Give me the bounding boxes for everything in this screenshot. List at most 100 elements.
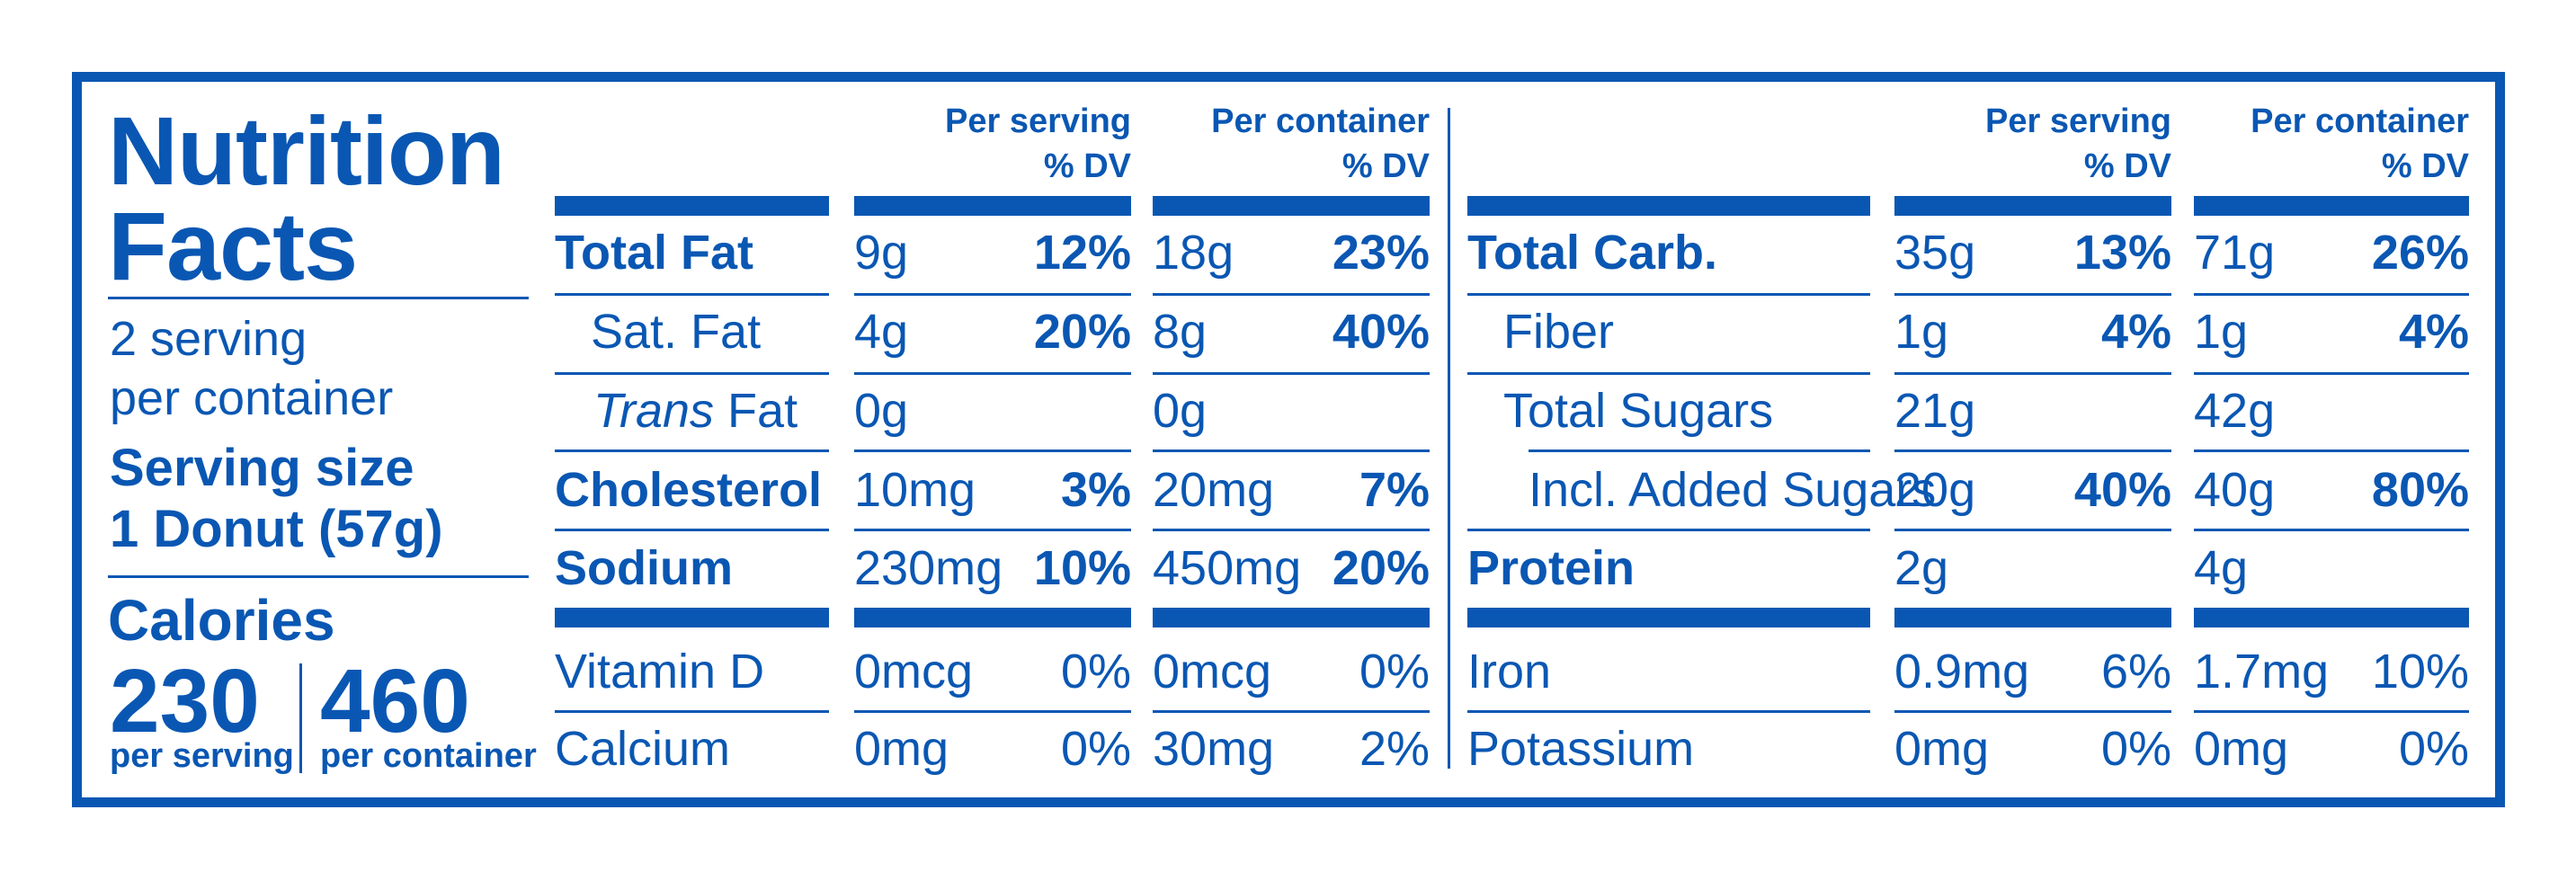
calories-per-serving: 230 (110, 651, 260, 752)
row-rule (1153, 710, 1430, 713)
serving-amount: 0.9mg (1894, 645, 2030, 699)
serving-amount: 0g (854, 384, 909, 438)
serving-amount: 9g (854, 226, 909, 280)
container-amount: 42g (2194, 384, 2276, 438)
row-rule (854, 529, 1131, 531)
mineral-name: Vitamin D (555, 645, 765, 699)
divider (108, 297, 529, 299)
container-dv: 4% (2398, 305, 2469, 359)
container-dv: 23% (1332, 226, 1430, 280)
serving-amount: 0mg (1894, 722, 1990, 776)
container-amount: 450mg (1153, 541, 1302, 595)
thick-rule (1153, 196, 1430, 216)
serving-dv: 20% (1033, 305, 1131, 359)
row-rule (555, 449, 829, 452)
container-amount: 0mcg (1153, 645, 1272, 699)
row-rule (1894, 710, 2171, 713)
container-dv: 20% (1332, 541, 1430, 595)
serving-amount: 1g (1894, 305, 1949, 359)
row-rule (2194, 293, 2469, 296)
container-amount: 1g (2194, 305, 2249, 359)
row-rule (555, 293, 829, 296)
title-line1: Nutrition (108, 96, 505, 205)
serving-dv: 6% (2100, 645, 2171, 699)
serving-amount: 20g (1894, 463, 1976, 517)
row-rule (854, 372, 1131, 375)
container-dv: 10% (2371, 645, 2469, 699)
calories-label: Calories (108, 588, 335, 653)
container-amount: 8g (1153, 305, 1208, 359)
container-amount: 20mg (1153, 463, 1275, 517)
container-amount: 18g (1153, 226, 1235, 280)
serving-dv: 3% (1060, 463, 1131, 517)
container-dv: 80% (2371, 463, 2469, 517)
header-per-serving: Per serving% DV (945, 102, 1131, 185)
row-rule (1153, 449, 1430, 452)
title-line2: Facts (108, 191, 358, 300)
serving-dv: 13% (2073, 226, 2171, 280)
row-rule (2194, 449, 2469, 452)
per-container-caption: per container (320, 737, 537, 775)
row-rule (1529, 449, 1870, 452)
row-rule (1153, 293, 1430, 296)
servings-line1: 2 serving (110, 312, 308, 366)
divider (108, 575, 529, 578)
divider (299, 663, 302, 773)
row-rule (1894, 293, 2171, 296)
row-rule (854, 449, 1131, 452)
mineral-name: Calcium (555, 722, 731, 776)
serving-dv: 40% (2073, 463, 2171, 517)
serving-amount: 2g (1894, 541, 1949, 595)
serving-size-value: 1 Donut (57g) (110, 500, 443, 558)
per-serving-caption: per serving (110, 737, 294, 775)
column-divider (1448, 108, 1450, 769)
nutrient-name: Incl. Added Sugars (1529, 463, 1937, 517)
nutrition-facts-panel (72, 72, 2505, 807)
serving-dv: 10% (1033, 541, 1131, 595)
serving-size-label: Serving size (110, 439, 414, 497)
container-dv: 40% (1332, 305, 1430, 359)
serving-amount: 230mg (854, 541, 1003, 595)
serving-amount: 35g (1894, 226, 1976, 280)
header-per-serving: Per serving% DV (1985, 102, 2171, 185)
serving-dv: 0% (1060, 645, 1131, 699)
thick-rule (1894, 196, 2171, 216)
serving-dv: 0% (2100, 722, 2171, 776)
nutrient-name: Total Sugars (1503, 384, 1774, 438)
row-rule (2194, 710, 2469, 713)
container-dv: 26% (2371, 226, 2469, 280)
row-rule (1894, 529, 2171, 531)
row-rule (1894, 449, 2171, 452)
calories-per-container: 460 (320, 651, 470, 752)
thick-rule (1894, 608, 2171, 627)
nutrient-name: Cholesterol (555, 463, 823, 517)
container-dv: 2% (1359, 722, 1430, 776)
serving-amount: 10mg (854, 463, 976, 517)
container-amount: 71g (2194, 226, 2276, 280)
thick-rule (2194, 608, 2469, 627)
servings-line2: per container (110, 371, 394, 425)
serving-amount: 21g (1894, 384, 1976, 438)
header-per-container: Per container% DV (1211, 102, 1430, 185)
thick-rule (2194, 196, 2469, 216)
row-rule (854, 710, 1131, 713)
container-amount: 30mg (1153, 722, 1275, 776)
row-rule (1467, 372, 1870, 375)
thick-rule (854, 196, 1131, 216)
row-rule (1153, 529, 1430, 531)
thick-rule (1467, 608, 1870, 627)
serving-amount: 0mg (854, 722, 949, 776)
nutrient-name: Fiber (1503, 305, 1615, 359)
container-amount: 0mg (2194, 722, 2289, 776)
nutrient-name: Sat. Fat (591, 305, 762, 359)
container-amount: 1.7mg (2194, 645, 2330, 699)
serving-dv: 0% (1060, 722, 1131, 776)
row-rule (1467, 529, 1870, 531)
serving-dv: 12% (1033, 226, 1131, 280)
container-amount: 0g (1153, 384, 1208, 438)
thick-rule (1467, 196, 1870, 216)
row-rule (1467, 293, 1870, 296)
row-rule (1894, 372, 2171, 375)
thick-rule (854, 608, 1131, 627)
container-dv: 0% (2398, 722, 2469, 776)
